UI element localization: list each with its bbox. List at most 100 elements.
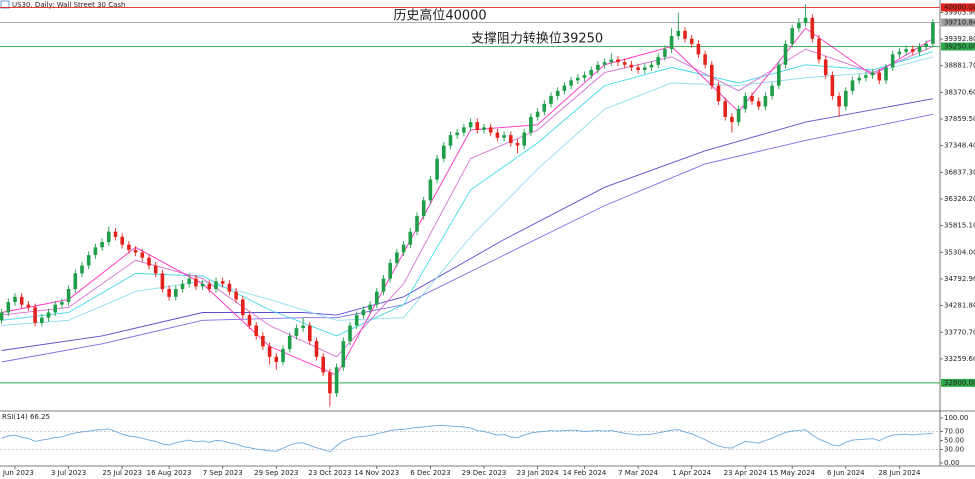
candle-body	[488, 127, 493, 133]
candle-body	[589, 69, 593, 76]
candle-body	[194, 278, 198, 287]
candle-body	[19, 296, 24, 305]
x-tick-label: 23 Oct 2023	[308, 469, 351, 477]
price-label: 39250.00	[944, 43, 975, 51]
candle-body	[66, 289, 71, 303]
y-tick-label: 37859.50	[944, 115, 975, 123]
y-tick-label: 38881.70	[944, 62, 975, 70]
candle-body	[147, 257, 151, 266]
candle-body	[924, 43, 928, 47]
candle-body	[348, 325, 352, 342]
candle-body	[931, 22, 935, 44]
candle-body	[375, 291, 379, 305]
annotation: 历史高位40000	[393, 8, 486, 24]
candle-body	[730, 116, 734, 123]
y-tick-label: 38370.60	[944, 88, 975, 96]
x-tick-label: 29 Sep 2023	[254, 469, 298, 477]
candle-body	[33, 307, 37, 323]
candle-body	[86, 255, 91, 266]
candle-body	[482, 127, 486, 130]
candle-body	[643, 67, 647, 70]
candle-body	[40, 317, 44, 323]
candle-body	[857, 77, 861, 81]
candle-body	[314, 341, 319, 357]
candle-body	[214, 281, 218, 290]
price-label: 32800.00	[944, 379, 975, 387]
candle-body	[53, 304, 57, 313]
candle-body	[683, 30, 687, 39]
candle-body	[160, 273, 165, 290]
candle-body	[823, 59, 828, 76]
candle-body	[133, 249, 138, 253]
candle-body	[576, 77, 580, 81]
candle-body	[783, 43, 788, 65]
x-tick-label: 1 Apr 2024	[672, 469, 711, 477]
x-tick-label: 29 Dec 2023	[462, 469, 507, 477]
y-tick-label: 35815.10	[944, 222, 975, 230]
y-tick-label: 36837.30	[944, 168, 975, 176]
candle-body	[435, 158, 439, 180]
candle-body	[26, 304, 31, 308]
candle-body	[6, 302, 11, 313]
annotation: 支撑阻力转换位39250	[471, 32, 603, 47]
rsi-title: RSI(14) 66.25	[2, 413, 50, 421]
candle-body	[308, 325, 312, 342]
candle-body	[281, 348, 285, 363]
candle-body	[395, 252, 399, 263]
candle-body	[542, 103, 547, 112]
candle-body	[341, 341, 346, 368]
x-tick-label: 3 Jul 2023	[51, 469, 86, 477]
x-tick-label: 14 Nov 2023	[354, 469, 399, 477]
candle-body	[207, 283, 212, 290]
candle-body	[522, 132, 526, 146]
candle-body	[756, 101, 761, 107]
candle-body	[663, 49, 667, 57]
candle-body	[596, 64, 600, 70]
candle-body	[421, 200, 426, 217]
moving-average	[1, 56, 934, 326]
candle-body	[294, 328, 299, 336]
candle-body	[180, 283, 185, 290]
candle-body	[850, 80, 855, 91]
candle-body	[261, 335, 265, 347]
candle-body	[569, 80, 573, 86]
candle-body	[354, 315, 359, 326]
candle-body	[247, 315, 252, 326]
rsi-tick-label: 0.00	[944, 459, 960, 467]
candle-body	[602, 62, 607, 65]
candle-body	[656, 56, 660, 65]
candle-body	[562, 85, 567, 91]
candle-body	[897, 51, 902, 55]
rsi-tick-label: 70.00	[944, 428, 964, 436]
candle-body	[736, 109, 741, 123]
rsi-tick-label: 50.00	[944, 437, 964, 445]
candle-body	[254, 325, 258, 336]
candle-body	[287, 335, 292, 349]
x-tick-label: 16 Aug 2023	[147, 469, 192, 477]
y-tick-label: 33770.70	[944, 328, 975, 336]
candle-body	[442, 145, 446, 159]
candle-body	[837, 96, 841, 107]
x-tick-label: 6 Dec 2023	[410, 469, 450, 477]
candle-body	[884, 67, 888, 81]
rsi-tick-label: 30.00	[944, 446, 964, 454]
candle-body	[515, 142, 520, 146]
candle-body	[911, 49, 915, 52]
candle-body	[174, 289, 178, 297]
candle-body	[468, 122, 473, 128]
candle-body	[448, 135, 453, 146]
candle-body	[401, 244, 406, 253]
y-tick-label: 34281.80	[944, 302, 975, 310]
candle-body	[301, 325, 305, 329]
candle-body	[361, 309, 366, 316]
price-label: 40000.00	[944, 3, 975, 11]
y-tick-label: 39903.90	[944, 8, 975, 16]
x-tick-label: 25 Jul 2023	[102, 469, 142, 477]
candle-body	[555, 90, 560, 97]
candle-body	[890, 54, 895, 68]
candle-body	[803, 17, 808, 24]
candle-body	[455, 132, 459, 136]
candle-body	[689, 38, 694, 44]
price-label-box	[941, 18, 975, 27]
x-tick-label: 7 Sep 2023	[203, 469, 243, 477]
